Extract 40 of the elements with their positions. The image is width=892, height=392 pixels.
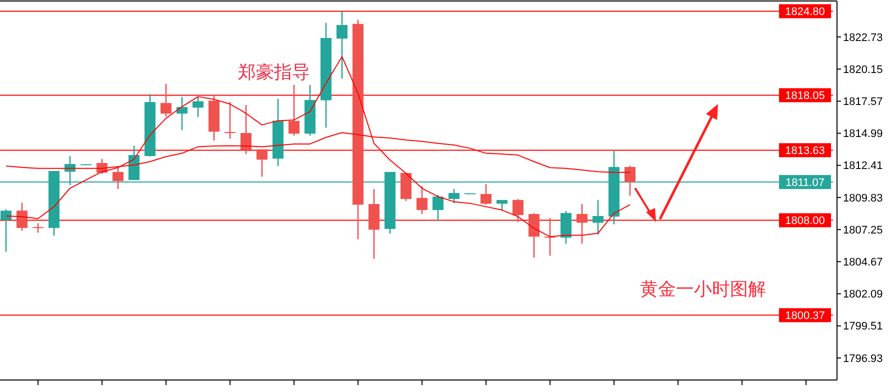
ref-line-label: 1813.63 xyxy=(785,145,825,158)
candlestick xyxy=(16,202,28,232)
candlestick xyxy=(480,183,492,206)
ref-line-label: 1811.07 xyxy=(786,176,824,189)
y-tick-label: 1822.73 xyxy=(843,32,883,44)
candlestick xyxy=(160,82,172,118)
text: 黄金一小时图解 xyxy=(640,279,766,299)
y-tick-label: 1809.83 xyxy=(843,192,883,204)
y-tick-label: 1807.25 xyxy=(843,224,883,236)
candlestick xyxy=(528,212,540,258)
candlestick xyxy=(576,203,588,244)
ref-line-label: 1824.80 xyxy=(785,6,825,18)
y-tick-label: 1812.41 xyxy=(843,160,883,172)
candlestick xyxy=(592,199,604,236)
y-tick-label: 1814.99 xyxy=(843,128,883,140)
y-tick-label: 1817.57 xyxy=(843,96,883,108)
candlestick xyxy=(112,166,124,190)
candlestick xyxy=(256,148,268,178)
ref-line-label: 1800.37 xyxy=(785,310,825,322)
candlestick xyxy=(192,96,204,118)
candlestick xyxy=(240,104,252,155)
y-tick-label: 1820.15 xyxy=(843,64,883,76)
candlestick xyxy=(224,101,236,140)
candlestick xyxy=(176,96,188,131)
y-tick-label: 1799.51 xyxy=(843,320,883,333)
candlestick xyxy=(432,194,444,222)
y-tick-label: 1804.67 xyxy=(843,256,883,269)
y-tick-label: 1802.09 xyxy=(843,288,883,301)
candlestick xyxy=(624,164,636,196)
candlestick xyxy=(336,10,348,80)
candlestick xyxy=(32,222,44,234)
y-tick-label: 1796.93 xyxy=(843,352,883,365)
candlestick xyxy=(512,198,524,223)
ref-line-label: 1818.05 xyxy=(785,90,825,102)
candlestick xyxy=(288,84,300,136)
candlestick xyxy=(416,185,428,215)
ref-line-label: 1808.00 xyxy=(785,215,825,228)
candlestick xyxy=(0,208,12,252)
candlestick xyxy=(448,188,460,204)
annotation: 郑豪指导 xyxy=(238,62,310,82)
